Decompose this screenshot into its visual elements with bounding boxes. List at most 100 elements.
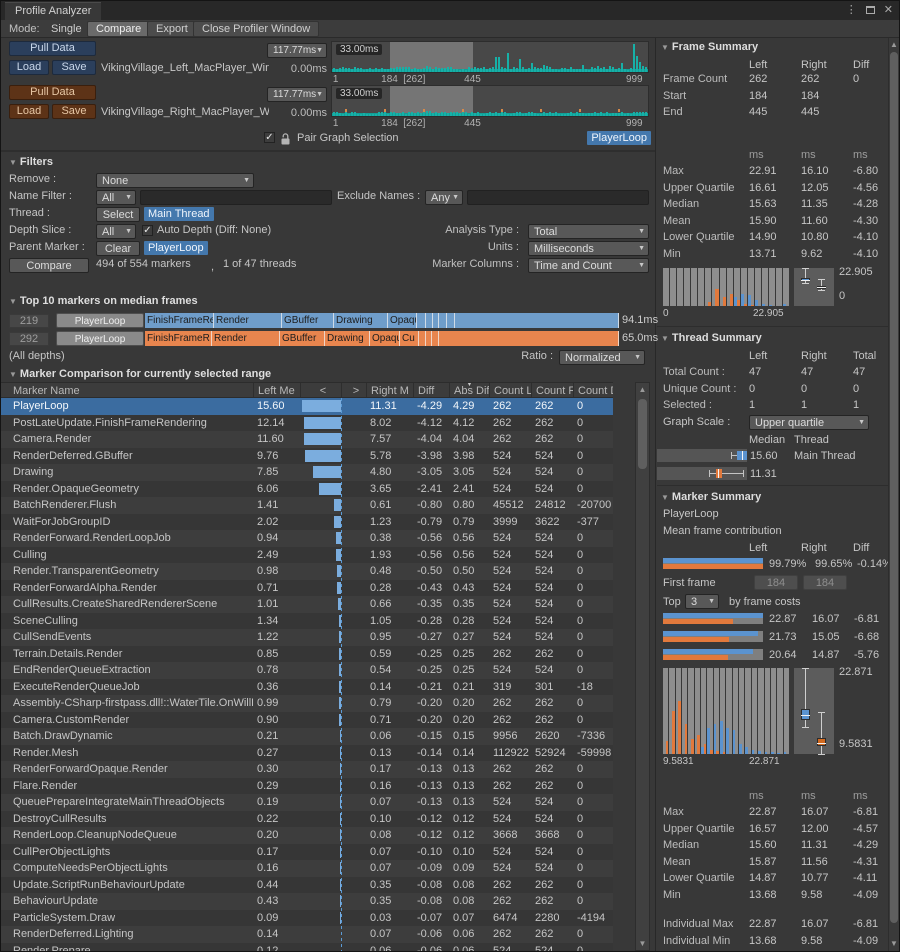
- thread-select-button[interactable]: Select: [96, 207, 140, 222]
- save-left-button[interactable]: Save: [52, 60, 96, 75]
- depth-slice-dropdown[interactable]: All: [96, 224, 136, 239]
- table-row[interactable]: DestroyCullResults 0.22 0.10 -0.12 0.12 524 52…: [1, 810, 613, 827]
- table-row[interactable]: WaitForJobGroupID 2.02 1.23 -0.79 0.79 3999 36…: [1, 513, 613, 530]
- first-frame-right-button[interactable]: 184: [803, 575, 847, 590]
- table-row[interactable]: Camera.Render 11.60 7.57 -4.04 4.04 262 262 0: [1, 431, 613, 448]
- col-left-bar[interactable]: <: [300, 383, 341, 397]
- table-row[interactable]: PlayerLoop 15.60 11.31 -4.29 4.29 262 262 0: [1, 398, 613, 415]
- table-row[interactable]: Culling 2.49 1.93 -0.56 0.56 524 524 0: [1, 546, 613, 563]
- table-row[interactable]: Camera.CustomRender 0.90 0.71 -0.20 0.20 262 2…: [1, 711, 613, 728]
- thread-value-badge[interactable]: Main Thread: [144, 207, 214, 221]
- foldout-icon[interactable]: ▼: [9, 370, 17, 379]
- table-row[interactable]: Render.Mesh 0.27 0.13 -0.14 0.14 112922 52924-…: [1, 744, 613, 761]
- pull-data-right-button[interactable]: Pull Data: [9, 85, 96, 100]
- table-row[interactable]: Render.Prepare 0.12 0.06 -0.06 0.06 524 524 0: [1, 942, 613, 951]
- table-row[interactable]: EndRenderQueueExtraction 0.78 0.54 -0.25 0.2…: [1, 662, 613, 679]
- kebab-menu-icon[interactable]: ⋮: [845, 4, 857, 16]
- table-row[interactable]: CullSendEvents 1.22 0.95 -0.27 0.27 524 524 0: [1, 629, 613, 646]
- name-filter-scope-dropdown[interactable]: All: [96, 190, 136, 205]
- close-icon[interactable]: ✕: [883, 4, 893, 16]
- col-marker-name[interactable]: Marker Name: [13, 385, 80, 397]
- name-filter-input[interactable]: [140, 190, 332, 205]
- scroll-up-icon[interactable]: ▲: [638, 385, 647, 394]
- table-row[interactable]: RenderForward.RenderLoopJob 0.94 0.38 -0.56…: [1, 530, 613, 547]
- foldout-icon[interactable]: ▼: [9, 158, 17, 167]
- foldout-icon[interactable]: ▼: [661, 43, 669, 52]
- table-row[interactable]: RenderDeferred.GBuffer 9.76 5.78 -3.98 3.98 5…: [1, 447, 613, 464]
- export-button[interactable]: Export: [147, 21, 197, 37]
- table-row[interactable]: RenderForwardAlpha.Render 0.71 0.28 -0.43 0.…: [1, 579, 613, 596]
- exclude-names-input[interactable]: [467, 190, 649, 205]
- table-row[interactable]: CullResults.CreateSharedRendererScene 1.0…: [1, 596, 613, 613]
- parent-marker-badge[interactable]: PlayerLoop: [144, 241, 208, 255]
- table-row[interactable]: ExecuteRenderQueueJob 0.36 0.14 -0.21 0.21 31…: [1, 678, 613, 695]
- exclude-scope-dropdown[interactable]: Any: [425, 190, 463, 205]
- col-diff[interactable]: Diff: [413, 383, 449, 397]
- foldout-icon[interactable]: ▼: [661, 493, 669, 502]
- col-left-median[interactable]: Left Me: [253, 383, 300, 397]
- table-row[interactable]: Drawing 7.85 4.80 -3.05 3.05 524 524 0: [1, 464, 613, 481]
- range-max-right-dropdown[interactable]: 117.77ms: [267, 87, 327, 102]
- auto-depth-checkbox[interactable]: ✓: [142, 225, 153, 236]
- close-profiler-button[interactable]: Close Profiler Window: [193, 21, 320, 37]
- load-right-button[interactable]: Load: [9, 104, 49, 119]
- table-row[interactable]: ComputeNeedsPerObjectLights 0.16 0.07 -0.09…: [1, 860, 613, 877]
- table-row[interactable]: ParticleSystem.Draw 0.09 0.03 -0.07 0.07 6474…: [1, 909, 613, 926]
- col-abs-diff[interactable]: ▼ Abs Diff: [449, 383, 489, 397]
- table-row[interactable]: Render.TransparentGeometry 0.98 0.48 -0.50 0…: [1, 563, 613, 580]
- table-row[interactable]: Render.OpaqueGeometry 6.06 3.65 -2.41 2.41 52…: [1, 480, 613, 497]
- top-n-dropdown[interactable]: 3: [685, 594, 719, 609]
- graph-scale-dropdown[interactable]: Upper quartile: [749, 415, 869, 430]
- units-dropdown[interactable]: Milliseconds: [528, 241, 649, 256]
- table-row[interactable]: SceneCulling 1.34 1.05 -0.28 0.28 524 524 0: [1, 612, 613, 629]
- scrollbar-thumb[interactable]: [638, 399, 647, 469]
- table-row[interactable]: RenderDeferred.Lighting 0.14 0.07 -0.06 0.06…: [1, 926, 613, 943]
- table-row[interactable]: PostLateUpdate.FinishFrameRendering 12.14…: [1, 414, 613, 431]
- col-right-median[interactable]: Right M: [366, 383, 413, 397]
- top10-row[interactable]: 219 PlayerLoop FinishFrameRe Render GBuffer D…: [1, 313, 658, 329]
- first-frame-left-button[interactable]: 184: [754, 575, 798, 590]
- ratio-dropdown[interactable]: Normalized: [559, 350, 645, 365]
- frame-graph-right[interactable]: 33.00ms: [331, 85, 649, 117]
- pull-data-left-button[interactable]: Pull Data: [9, 41, 96, 56]
- analysis-type-dropdown[interactable]: Total: [528, 224, 649, 239]
- scroll-down-icon[interactable]: ▼: [890, 939, 898, 948]
- col-count-right[interactable]: Count R: [531, 383, 573, 397]
- scrollbar-thumb[interactable]: [890, 52, 898, 923]
- mode-single-button[interactable]: Single: [51, 23, 82, 35]
- range-max-left-dropdown[interactable]: 117.77ms: [267, 43, 327, 58]
- col-count-diff[interactable]: Count D: [573, 383, 613, 397]
- marker-columns-dropdown[interactable]: Time and Count: [528, 258, 649, 273]
- table-scrollbar[interactable]: ▲ ▼: [635, 382, 650, 951]
- marker-root-button[interactable]: PlayerLoop: [56, 331, 144, 346]
- table-row[interactable]: Terrain.Details.Render 0.85 0.59 -0.25 0.25 2…: [1, 645, 613, 662]
- scroll-down-icon[interactable]: ▼: [638, 939, 647, 948]
- save-right-button[interactable]: Save: [52, 104, 96, 119]
- col-right-bar[interactable]: >: [341, 383, 366, 397]
- pair-graph-checkbox[interactable]: ✓: [264, 132, 275, 143]
- foldout-icon[interactable]: ▼: [661, 334, 669, 343]
- right-pane-scrollbar[interactable]: ▲ ▼: [888, 38, 899, 951]
- table-row[interactable]: Batch.DrawDynamic 0.21 0.06 -0.15 0.15 9956 26…: [1, 728, 613, 745]
- marker-root-button[interactable]: PlayerLoop: [56, 313, 144, 328]
- col-count-left[interactable]: Count L: [489, 383, 531, 397]
- table-row[interactable]: BehaviourUpdate 0.43 0.35 -0.08 0.08 262 262 0: [1, 893, 613, 910]
- selected-marker-badge[interactable]: PlayerLoop: [587, 131, 651, 145]
- compare-button[interactable]: Compare: [9, 258, 89, 273]
- foldout-icon[interactable]: ▼: [9, 297, 17, 306]
- table-row[interactable]: QueuePrepareIntegrateMainThreadObjects 0.…: [1, 794, 613, 811]
- load-left-button[interactable]: Load: [9, 60, 49, 75]
- remove-dropdown[interactable]: None: [96, 173, 254, 188]
- table-row[interactable]: CullPerObjectLights 0.17 0.07 -0.10 0.10 524 5…: [1, 843, 613, 860]
- table-row[interactable]: RenderForwardOpaque.Render 0.30 0.17 -0.13 0…: [1, 761, 613, 778]
- parent-clear-button[interactable]: Clear: [96, 241, 140, 256]
- table-row[interactable]: Flare.Render 0.29 0.16 -0.13 0.13 262 262 0: [1, 777, 613, 794]
- table-row[interactable]: Assembly-CSharp-firstpass.dll!::WaterTil…: [1, 695, 613, 712]
- scroll-up-icon[interactable]: ▲: [890, 40, 898, 49]
- frame-graph-left[interactable]: 33.00ms: [331, 41, 649, 73]
- top10-row[interactable]: 292 PlayerLoop FinishFrameR Render GBuffer Dr…: [1, 331, 658, 347]
- mode-compare-button[interactable]: Compare: [87, 21, 151, 37]
- tab-profile-analyzer[interactable]: Profile Analyzer: [5, 2, 102, 20]
- maximize-icon[interactable]: [865, 5, 875, 14]
- table-row[interactable]: RenderLoop.CleanupNodeQueue 0.20 0.08 -0.12…: [1, 827, 613, 844]
